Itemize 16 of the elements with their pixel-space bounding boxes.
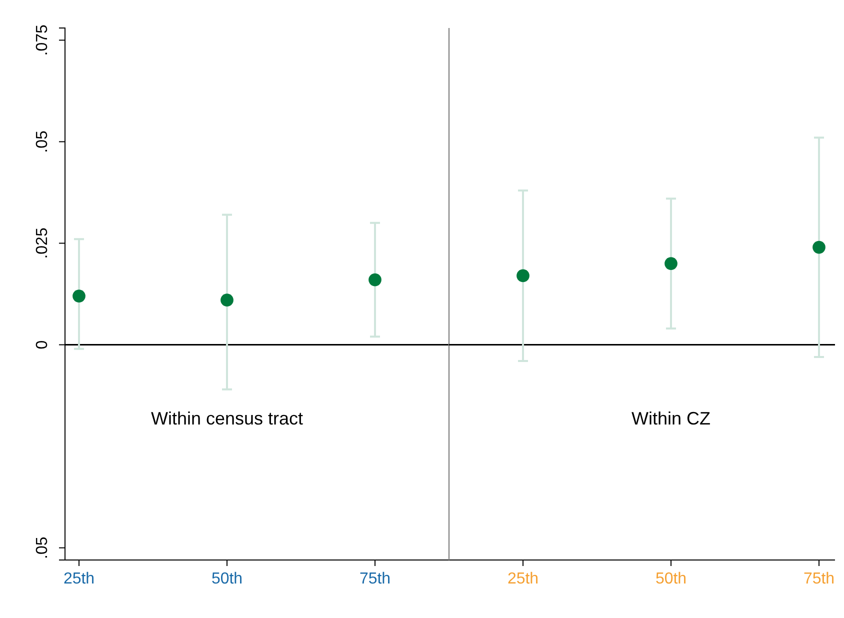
x-tick-label: 50th xyxy=(655,570,687,588)
y-tick-label: .05 xyxy=(34,130,51,153)
x-tick-label: 75th xyxy=(359,570,391,588)
point xyxy=(72,290,86,302)
annotation: Within census tract xyxy=(150,408,304,428)
y-tick-label: .025 xyxy=(34,228,51,259)
y-tick-label: 0 xyxy=(34,340,51,350)
y-tick-label: .075 xyxy=(34,24,51,56)
x-tick-label: 75th xyxy=(803,570,835,588)
x-tick-label: 50th xyxy=(211,570,243,588)
point xyxy=(368,273,382,286)
annotation: Within CZ xyxy=(631,408,711,428)
x-tick-label: 25th xyxy=(507,570,539,588)
x-tick-label: 25th xyxy=(63,570,95,588)
point xyxy=(220,294,234,307)
y-tick-label: .05 xyxy=(34,536,51,559)
